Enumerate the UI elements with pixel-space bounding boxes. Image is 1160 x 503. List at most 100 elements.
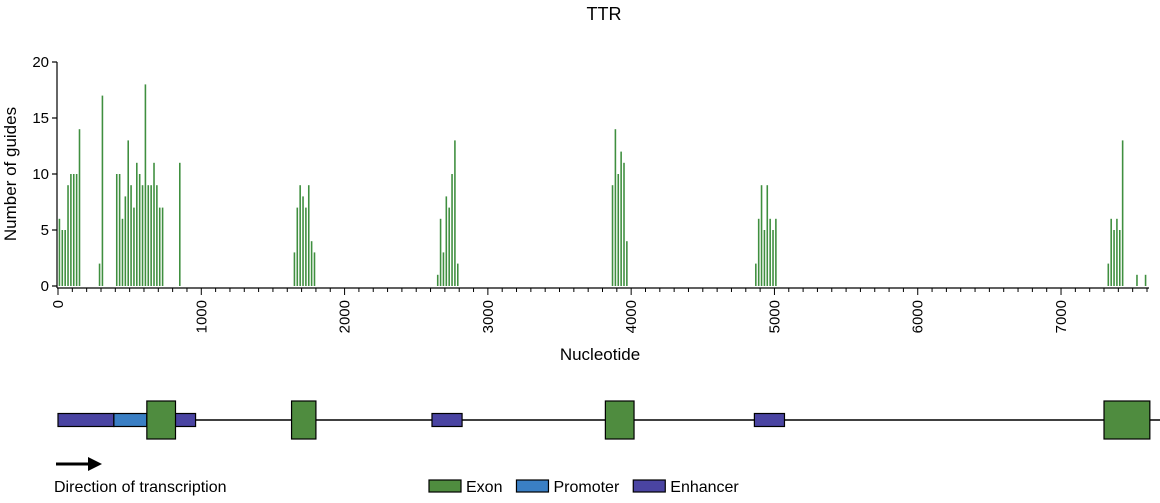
bar [158,207,161,286]
bar [130,185,132,286]
bar [58,218,61,286]
bar [61,230,64,286]
bar [775,218,777,286]
bar [299,185,301,286]
bar [127,140,129,286]
bar [147,185,150,286]
legend-swatch-promoter [515,479,550,493]
bar [1121,140,1124,286]
bar [772,230,774,286]
bar [156,185,158,286]
enhancer-block [431,412,463,428]
gene-map [57,400,1160,440]
bar [439,218,442,286]
x-tick-label: 4000 [623,300,640,333]
legend-swatch-exon [428,479,462,493]
bar [296,207,299,286]
bar [124,196,127,286]
bar [760,185,763,286]
exon-block [290,400,317,440]
bar [1136,274,1138,286]
bar [133,207,135,286]
x-tick-label: 7000 [1053,300,1070,333]
bar [150,185,152,286]
bar [161,207,164,286]
bar [757,218,760,286]
bar [305,207,307,286]
y-tick-label: 15 [32,110,49,127]
bar [138,174,141,286]
bar [1113,230,1115,286]
exon-block [604,400,635,440]
exon-block [1103,400,1151,440]
x-tick-label: 6000 [910,300,927,333]
bar [75,174,78,286]
enhancer-block [57,412,115,428]
exon-block [146,400,177,440]
bar [769,218,771,286]
bar [1118,230,1121,286]
x-tick-label: 5000 [766,300,783,333]
direction-arrow [56,457,102,471]
bars-group [58,84,1147,287]
bar [136,162,138,286]
bar [64,230,66,286]
legend-swatch-enhancer [632,479,666,493]
bar [763,230,766,286]
bar [98,263,101,286]
bar [78,129,81,286]
bar [1116,218,1118,286]
bar [313,252,316,286]
bar [302,196,304,286]
y-axis-label: Number of guides [1,107,20,241]
legend-label-exon: Exon [466,479,502,496]
bar [623,162,625,286]
bar [1110,218,1112,286]
bar [72,174,75,286]
bar [755,263,757,286]
bar [307,185,310,286]
bar [1107,263,1110,286]
bar [614,129,617,286]
legend: Exon Promoter Enhancer [428,479,739,496]
bar [436,274,439,286]
bar [448,207,450,286]
bar [617,174,620,286]
axes-group: 0 5 10 15 20 0 1000 2000 3000 4000 5000 6000 7000 [32,54,1149,333]
enhancer-block [753,412,786,428]
legend-label-enhancer: Enhancer [670,479,739,496]
x-tick-label: 2000 [337,300,354,333]
bar [101,95,104,286]
bar [118,174,121,286]
y-tick-label: 0 [41,278,49,295]
bar [620,151,622,286]
bar [766,185,769,286]
bar [121,218,124,286]
bar [179,162,181,286]
bar [626,241,628,286]
direction-label: Direction of transcription [54,479,227,496]
bar [442,252,445,286]
bar [293,252,296,286]
bar [153,162,155,286]
x-tick-label: 3000 [480,300,497,333]
x-axis-label: Nucleotide [560,345,640,364]
legend-label-promoter: Promoter [553,479,619,496]
x-tick-label: 1000 [193,300,210,333]
bar [67,185,69,286]
bar [310,241,313,286]
bar [1144,274,1147,286]
chart-title: TTR [587,4,622,24]
arrow-head-icon [88,457,102,471]
promoter-block [113,412,148,428]
bar [115,174,118,286]
bar [445,196,448,286]
bar [454,140,456,286]
y-tick-label: 10 [32,166,49,183]
bar [611,185,614,286]
y-tick-label: 5 [41,222,49,239]
bar [141,185,144,286]
bar [144,84,147,287]
